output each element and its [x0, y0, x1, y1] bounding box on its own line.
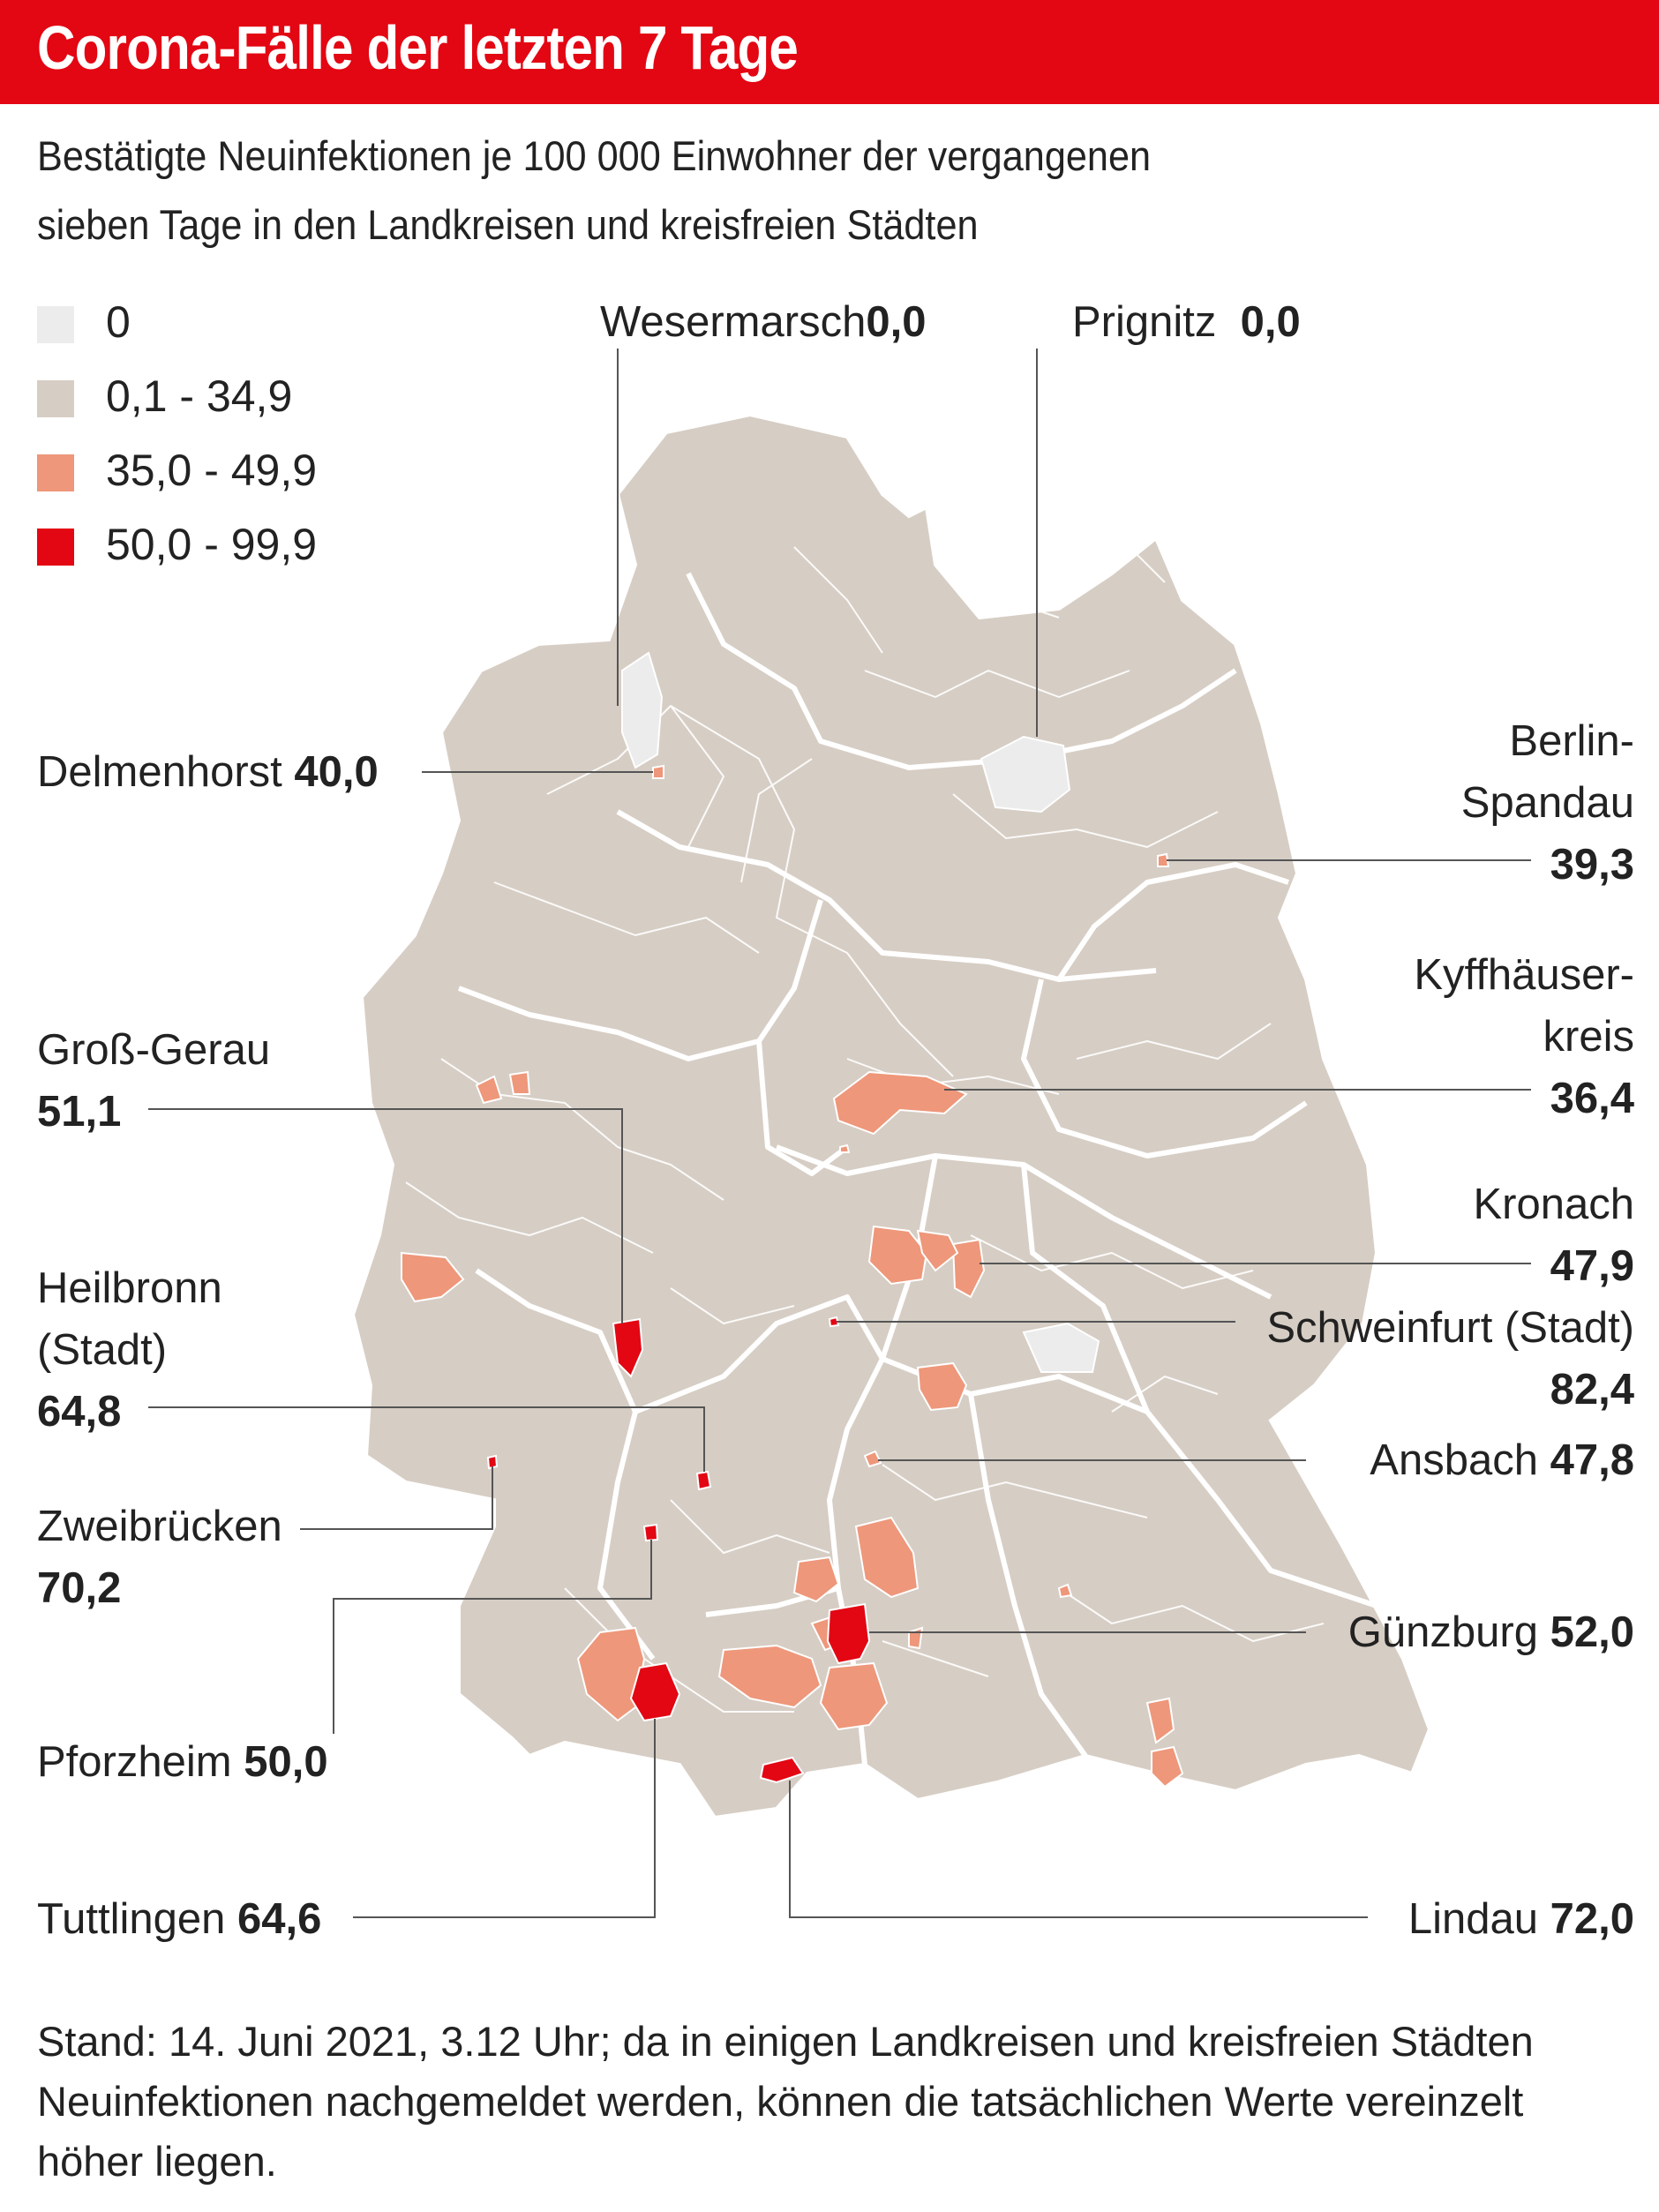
tuttlingen-region: [629, 1661, 681, 1722]
leader-heilbronn: [148, 1406, 705, 1472]
zweibruecken-region: [486, 1454, 499, 1470]
callout-name: Lindau: [1408, 1895, 1538, 1943]
leader-gross-gerau: [148, 1108, 623, 1323]
callout-value: 40,0: [294, 748, 379, 796]
callout-name: Ansbach: [1370, 1436, 1538, 1484]
chart-title: Corona-Fälle der letzten 7 Tage: [37, 13, 799, 82]
leader-pforzheim: [333, 1540, 652, 1734]
delmenhorst-region: [652, 764, 664, 779]
callout-prignitz: Prignitz 0,0: [1072, 291, 1301, 353]
callout-name: Kyffhäuser-: [1414, 951, 1634, 999]
callout-name: kreis: [1543, 1013, 1634, 1061]
subtitle-line: Bestätigte Neuinfektionen je 100 000 Ein…: [37, 132, 1152, 179]
legend-label: 50,0 - 99,9: [106, 520, 318, 569]
callout-schweinfurt: Schweinfurt (Stadt) 82,4: [1266, 1297, 1634, 1421]
callout-name: Günzburg: [1347, 1608, 1538, 1656]
callout-gross-gerau: Groß-Gerau 51,1: [37, 1019, 270, 1143]
callout-name: Wesermarsch: [600, 298, 867, 346]
callout-zweibruecken: Zweibrücken 70,2: [37, 1496, 282, 1619]
callout-value: 0,0: [866, 298, 927, 346]
callout-value: 47,8: [1550, 1436, 1634, 1484]
gross-gerau-region: [612, 1317, 644, 1378]
callout-value: 64,6: [237, 1895, 322, 1943]
callout-value: 72,0: [1550, 1895, 1634, 1943]
legend-label: 35,0 - 49,9: [106, 446, 318, 495]
callout-name: Spandau: [1460, 779, 1634, 827]
legend-label: 0: [106, 297, 131, 347]
leader-lines: [148, 349, 1531, 1918]
leader-zweibruecken: [300, 1466, 493, 1530]
callout-value: 50,0: [244, 1738, 328, 1786]
callout-value: 39,3: [1550, 841, 1634, 889]
callout-value: 0,0: [1240, 298, 1301, 346]
subtitle: Bestätigte Neuinfektionen je 100 000 Ein…: [37, 122, 1248, 259]
callout-value: 70,2: [37, 1564, 122, 1612]
kronach-region: [951, 1238, 986, 1299]
callout-name: Delmenhorst: [37, 748, 282, 796]
callout-value: 47,9: [1550, 1242, 1634, 1290]
mid-regions: [401, 764, 1184, 1788]
callout-value: 36,4: [1550, 1075, 1634, 1122]
leader-tuttlingen: [353, 1719, 656, 1918]
callout-guenzburg: Günzburg 52,0: [1348, 1601, 1634, 1663]
callout-name: Groß-Gerau: [37, 1026, 271, 1074]
leader-lindau: [789, 1781, 1368, 1918]
district-borders: [405, 493, 1325, 1713]
prignitz-region: [980, 735, 1071, 814]
callout-name: Zweibrücken: [37, 1503, 282, 1550]
callout-wesermarsch: Wesermarsch0,0: [600, 291, 926, 353]
callout-name: (Stadt): [37, 1326, 168, 1374]
callout-name: Pforzheim: [37, 1738, 232, 1786]
wesermarsch-region: [621, 651, 664, 769]
callout-name: Prignitz: [1072, 298, 1217, 346]
callout-value: 82,4: [1550, 1366, 1634, 1413]
berlin-spandau-region: [1157, 852, 1170, 867]
title-bar: Corona-Fälle der letzten 7 Tage: [0, 0, 1659, 104]
legend-swatch: [37, 380, 74, 417]
footnote: Stand: 14. Juni 2021, 3.12 Uhr; da in ei…: [37, 2018, 1534, 2185]
kyffhaeuserkreis-region: [832, 1070, 968, 1136]
subtitle-line: sieben Tage in den Landkreisen und kreis…: [37, 201, 979, 248]
legend-swatch: [37, 454, 74, 491]
heilbronn-region: [695, 1470, 712, 1491]
callout-name: Kronach: [1473, 1181, 1634, 1228]
schweinfurt-region: [828, 1316, 840, 1328]
callout-tuttlingen: Tuttlingen 64,6: [37, 1888, 321, 1950]
callout-value: 64,8: [37, 1388, 122, 1436]
lindau-region: [759, 1756, 805, 1784]
callout-berlin-spandau: Berlin- Spandau 39,3: [1461, 710, 1634, 896]
legend-swatch: [37, 306, 74, 343]
callout-name: Heilbronn: [37, 1264, 222, 1312]
callout-name: Berlin-: [1509, 717, 1634, 765]
callout-value: 51,1: [37, 1088, 122, 1136]
callout-ansbach: Ansbach 47,8: [1370, 1429, 1634, 1491]
callout-delmenhorst: Delmenhorst 40,0: [37, 741, 379, 803]
ansbach-region: [863, 1450, 882, 1468]
guenzburg-region: [826, 1602, 871, 1665]
callout-value: 52,0: [1550, 1608, 1634, 1656]
callout-pforzheim: Pforzheim 50,0: [37, 1731, 328, 1793]
zero-region-east: [1022, 1322, 1100, 1373]
callout-lindau: Lindau 72,0: [1408, 1888, 1634, 1950]
pforzheim-region: [642, 1523, 659, 1542]
callout-name: Tuttlingen: [37, 1895, 226, 1943]
legend-swatch: [37, 529, 74, 566]
callout-name: Schweinfurt (Stadt): [1266, 1304, 1634, 1352]
callout-kyffhaeuserkreis: Kyffhäuser- kreis 36,4: [1414, 944, 1634, 1129]
callout-heilbronn: Heilbronn (Stadt) 64,8: [37, 1257, 222, 1443]
legend-label: 0,1 - 34,9: [106, 371, 293, 421]
callout-kronach: Kronach 47,9: [1473, 1173, 1634, 1297]
high-regions: [486, 1316, 871, 1784]
